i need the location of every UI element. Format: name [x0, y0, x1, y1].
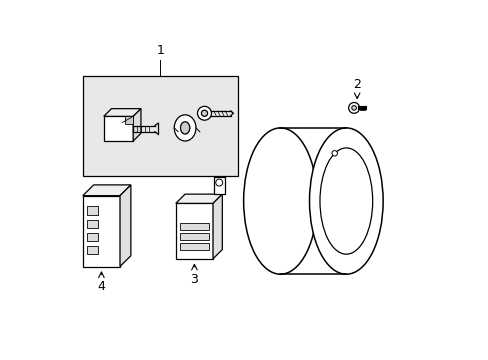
- Circle shape: [348, 103, 359, 113]
- Text: 1: 1: [156, 44, 164, 57]
- Bar: [87, 220, 98, 228]
- Bar: [87, 246, 98, 254]
- Bar: [179, 233, 209, 240]
- Bar: [213, 177, 224, 194]
- Bar: [179, 223, 209, 230]
- Circle shape: [215, 179, 222, 186]
- Text: 2: 2: [352, 78, 360, 91]
- Ellipse shape: [319, 148, 372, 254]
- Circle shape: [201, 110, 207, 116]
- Polygon shape: [125, 116, 133, 124]
- Ellipse shape: [243, 128, 317, 274]
- Text: 4: 4: [97, 280, 105, 293]
- Polygon shape: [176, 194, 222, 203]
- Ellipse shape: [180, 122, 189, 134]
- Polygon shape: [213, 194, 222, 259]
- Bar: [103, 116, 133, 141]
- Circle shape: [351, 105, 356, 110]
- Polygon shape: [82, 185, 131, 195]
- Bar: [87, 206, 98, 215]
- Ellipse shape: [174, 115, 196, 141]
- Bar: [176, 203, 213, 259]
- Circle shape: [331, 150, 337, 156]
- Circle shape: [197, 106, 211, 120]
- Bar: [179, 243, 209, 250]
- Text: 3: 3: [190, 273, 198, 285]
- Ellipse shape: [309, 128, 383, 274]
- Bar: [82, 195, 120, 266]
- Bar: [82, 76, 237, 176]
- Polygon shape: [120, 185, 131, 266]
- Polygon shape: [103, 109, 141, 116]
- Bar: [87, 233, 98, 241]
- Polygon shape: [133, 109, 141, 141]
